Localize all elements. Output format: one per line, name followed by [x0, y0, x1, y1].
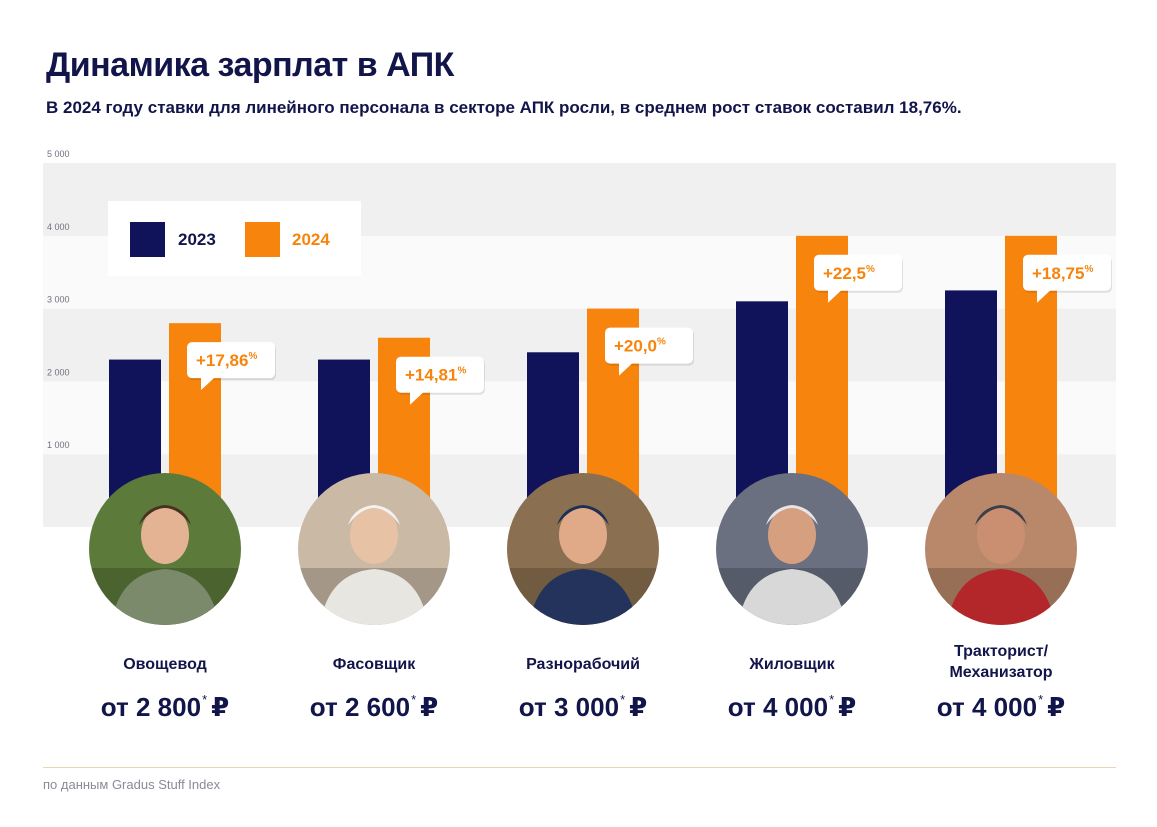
chart-legend: 2023 2024 — [108, 201, 361, 276]
salary-footnote-mark: * — [202, 692, 208, 707]
job-title: Тракторист/Механизатор — [901, 641, 1101, 683]
job-title: Фасовщик — [332, 656, 416, 673]
growth-label: +14,81% — [405, 366, 466, 385]
page-title: Динамика зарплат в АПК — [46, 46, 454, 84]
source-note: по данным Gradus Stuff Index — [43, 777, 221, 792]
salary-footnote-mark: * — [620, 692, 626, 707]
y-tick-label: 3 000 — [47, 295, 70, 305]
salary-footnote-mark: * — [1038, 692, 1044, 707]
growth-label: +18,75% — [1032, 264, 1093, 283]
grid-band — [43, 381, 1116, 455]
salary-value: от 2 600* ₽ — [274, 692, 474, 723]
ruble-icon: ₽ — [629, 692, 648, 722]
job-title-line: Механизатор — [949, 664, 1053, 681]
growth-callout: +17,86% — [187, 342, 276, 391]
growth-callout: +14,81% — [396, 356, 485, 405]
growth-label: +20,0% — [614, 337, 666, 356]
salary-amount: 2 800 — [135, 692, 202, 722]
salary-prefix: от — [727, 692, 763, 722]
salary-prefix: от — [309, 692, 345, 722]
salary-value: от 4 000* ₽ — [692, 692, 892, 723]
worker-packing-photo — [298, 473, 450, 625]
salary-amount: 3 000 — [553, 692, 620, 722]
salary-prefix: от — [936, 692, 972, 722]
salary-amount: 2 600 — [344, 692, 411, 722]
y-tick-label: 4 000 — [47, 222, 70, 232]
growth-callout: +20,0% — [605, 327, 694, 376]
legend-swatch-2023 — [130, 222, 165, 257]
y-tick-label: 2 000 — [47, 367, 70, 377]
salary-footnote-mark: * — [829, 692, 835, 707]
legend-label-2024: 2024 — [292, 230, 330, 249]
job-title-line: Тракторист/ — [953, 643, 1049, 660]
salary-amount: 4 000 — [971, 692, 1038, 722]
job-title: Разнорабочий — [526, 656, 640, 673]
salary-value: от 4 000* ₽ — [901, 692, 1101, 723]
job-title: Овощевод — [123, 656, 207, 673]
worker-laborer-photo — [507, 473, 659, 625]
page-subtitle: В 2024 году ставки для линейного персона… — [46, 98, 962, 117]
growth-label: +17,86% — [196, 351, 257, 370]
salary-value: от 3 000* ₽ — [483, 692, 683, 723]
worker-tractor-photo — [925, 473, 1077, 625]
ruble-icon: ₽ — [211, 692, 230, 722]
y-tick-label: 5 000 — [47, 149, 70, 159]
ruble-icon: ₽ — [838, 692, 857, 722]
worker-vegetables-photo — [89, 473, 241, 625]
growth-callout: +18,75% — [1023, 254, 1112, 303]
footer-divider — [43, 767, 1116, 768]
growth-callout: +22,5% — [814, 254, 903, 303]
ruble-icon: ₽ — [1047, 692, 1066, 722]
legend-swatch-2024 — [245, 222, 280, 257]
job-title: Жиловщик — [749, 656, 835, 673]
y-tick-label: 1 000 — [47, 440, 70, 450]
salary-value: от 2 800* ₽ — [65, 692, 265, 723]
salary-prefix: от — [518, 692, 554, 722]
worker-butcher-photo — [716, 473, 868, 625]
salary-amount: 4 000 — [762, 692, 829, 722]
salary-prefix: от — [100, 692, 136, 722]
legend-label-2023: 2023 — [178, 230, 216, 249]
ruble-icon: ₽ — [420, 692, 439, 722]
salary-footnote-mark: * — [411, 692, 417, 707]
growth-label: +22,5% — [823, 264, 875, 283]
